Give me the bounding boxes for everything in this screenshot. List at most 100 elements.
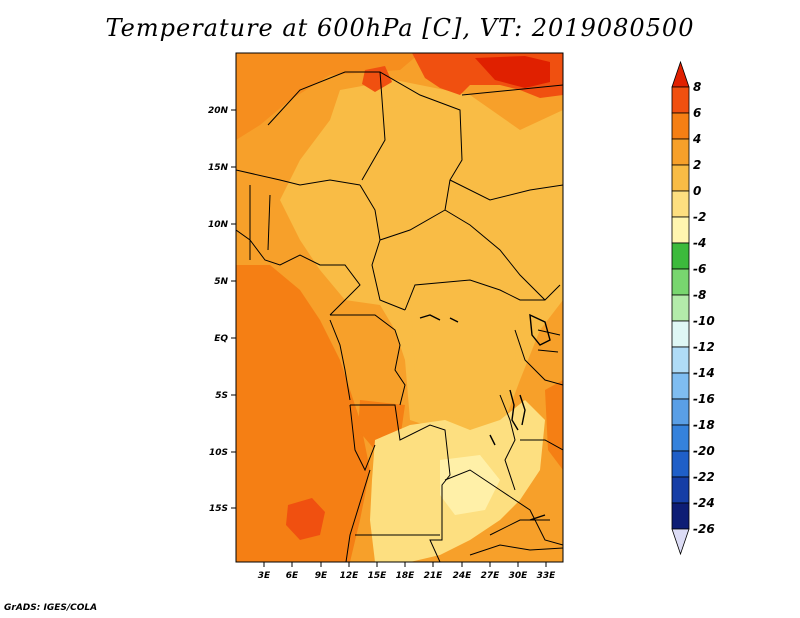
colorbar-segment — [671, 138, 690, 166]
colorbar-segment — [671, 320, 690, 348]
lat-label: 5S — [215, 391, 228, 401]
colorbar-label: -16 — [693, 392, 715, 406]
colorbar-segment — [671, 398, 690, 426]
border-line — [361, 71, 386, 181]
colorbar-bottom-arrow — [671, 528, 690, 556]
colorbar-label: -22 — [693, 470, 715, 484]
lake-outline — [489, 434, 546, 521]
lon-label: 15E — [368, 571, 388, 581]
field-red-northeast — [475, 56, 550, 88]
border-line — [444, 469, 563, 546]
border-line — [267, 71, 463, 211]
lake-outline — [529, 313, 551, 346]
field-deep-orange-north — [236, 53, 420, 140]
lon-label: 18E — [396, 571, 416, 581]
lat-label: 15S — [209, 504, 228, 514]
border-line — [537, 329, 561, 353]
lat-label: 15N — [208, 163, 229, 173]
country-borders — [236, 71, 563, 562]
lon-label: 12E — [340, 571, 360, 581]
colorbar-label: -14 — [693, 366, 715, 380]
colorbar-label: 8 — [693, 80, 701, 94]
lake-outline — [419, 314, 459, 323]
border-line — [349, 404, 376, 472]
colorbar-label: -26 — [693, 522, 715, 536]
lat-label: 20N — [208, 106, 229, 116]
longitude-ticks — [263, 562, 547, 567]
colorbar-segment — [671, 476, 690, 504]
border-line — [404, 279, 561, 311]
lon-label: 9E — [315, 571, 328, 581]
lon-label: 33E — [537, 571, 557, 581]
colorbar-label: -8 — [693, 288, 706, 302]
colorbar-segment — [671, 294, 690, 322]
lat-label: 10S — [209, 448, 228, 458]
lon-label: 27E — [481, 571, 501, 581]
border-line — [359, 184, 406, 311]
colorbar-segment — [671, 216, 690, 244]
map-frame — [235, 52, 564, 563]
colorbar-segment — [671, 346, 690, 374]
colorbar-label: -12 — [693, 340, 715, 354]
field-light-orange-basin — [410, 280, 520, 420]
colorbar-segment — [671, 268, 690, 296]
colorbar-segment — [671, 424, 690, 452]
border-line — [461, 84, 563, 96]
colorbar-label: -4 — [693, 236, 706, 250]
border-line — [444, 209, 546, 301]
colorbar-label: -6 — [693, 262, 706, 276]
colorbar-label: -24 — [693, 496, 715, 510]
field-pale-yellow-core — [440, 455, 500, 515]
credit-label: GrADS: IGES/COLA — [4, 603, 98, 613]
colorbar — [671, 60, 690, 556]
colorbar-segment — [671, 450, 690, 478]
colorbar-segment — [671, 242, 690, 270]
colorbar-label: -18 — [693, 418, 715, 432]
field-light-orange-north — [370, 100, 460, 230]
border-line — [469, 544, 563, 556]
lon-label: 3E — [258, 571, 271, 581]
border-line — [236, 169, 361, 186]
lake-outlines — [419, 313, 551, 521]
border-line — [449, 179, 563, 201]
colorbar-segment — [671, 164, 690, 192]
colorbar-segment — [671, 502, 690, 530]
border-line — [489, 519, 550, 536]
field-red-orange-southwest — [286, 498, 325, 540]
lat-label: 5N — [214, 277, 228, 287]
border-line — [379, 209, 446, 241]
colorbar-label: 4 — [692, 132, 701, 146]
border-line — [267, 194, 271, 251]
border-line — [514, 329, 563, 386]
colorbar-label: -10 — [693, 314, 715, 328]
border-line — [329, 319, 351, 401]
colorbar-segment — [671, 86, 690, 114]
colorbar-label: -2 — [693, 210, 706, 224]
lon-label: 30E — [509, 571, 529, 581]
lon-label: 6E — [286, 571, 299, 581]
field-deep-orange-west — [236, 265, 370, 562]
temperature-field — [236, 53, 563, 562]
colorbar-label: 2 — [693, 158, 701, 172]
colorbar-label: 0 — [693, 184, 701, 198]
colorbar-label: -20 — [693, 444, 715, 458]
colorbar-segment — [671, 190, 690, 218]
colorbar-labels: 8 6 4 2 0 -2 -4 -6 -8 -10 -12 -14 -16 -18 -20 -22 -24 -26 — [692, 80, 715, 536]
border-line — [350, 404, 451, 562]
border-line — [345, 469, 371, 562]
lake-outline — [519, 394, 526, 426]
colorbar-segment — [671, 372, 690, 400]
border-line — [520, 439, 563, 451]
latitude-ticks — [231, 109, 236, 509]
colorbar-segment — [671, 112, 690, 140]
longitude-labels: 3E 6E 9E 12E 15E 18E 21E 24E 27E 30E 33E — [258, 571, 556, 581]
border-line — [236, 229, 361, 316]
lake-outline — [509, 389, 519, 431]
colorbar-label: 6 — [693, 106, 701, 120]
lat-label: 10N — [208, 220, 229, 230]
map-title: Temperature at 600hPa [C], VT: 201908050… — [105, 14, 695, 42]
colorbar-top-arrow — [671, 60, 690, 88]
lat-label: EQ — [214, 334, 228, 344]
lon-label: 21E — [424, 571, 444, 581]
